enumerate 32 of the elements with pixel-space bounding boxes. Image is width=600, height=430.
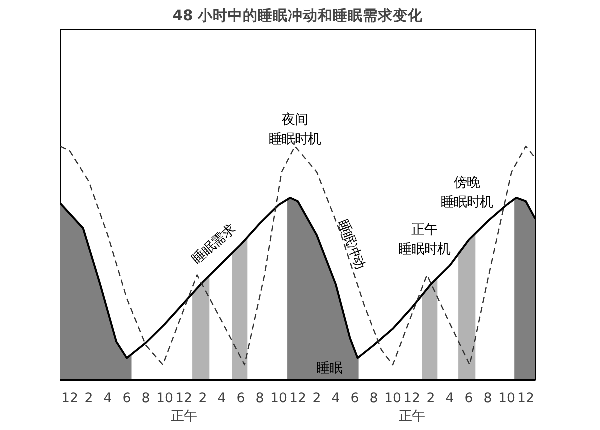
x-tick-label: 10	[270, 392, 288, 406]
x-tick-label: 8	[370, 392, 378, 406]
x-tick-label: 12	[62, 392, 78, 406]
chart-title: 48 小时中的睡眠冲动和睡眠需求变化	[172, 6, 424, 24]
x-tick-label: 6	[464, 392, 474, 406]
x-tick-label: 4	[332, 392, 340, 406]
x-tick-label: 6	[122, 392, 132, 406]
x-tick-label: 12	[518, 392, 534, 406]
x-tick-label: 6	[350, 392, 360, 406]
x-tick-label: 12 正午	[399, 392, 425, 424]
annotation: 傍晚睡眠时机	[441, 176, 494, 211]
annotation: 睡眠需求	[190, 222, 239, 268]
x-tick-label: 12	[290, 392, 306, 406]
x-tick-label: 10	[384, 392, 402, 406]
annotation: 正午睡眠时机	[398, 222, 450, 258]
x-tick-label: 8	[142, 392, 150, 406]
x-tick-label: 2	[312, 392, 322, 406]
x-tick-label: 8	[484, 392, 492, 406]
x-tick-label: 4	[218, 392, 226, 406]
x-tick-label: 10	[156, 392, 174, 406]
x-tick-label: 4	[104, 392, 112, 406]
x-tick-label: 8	[256, 392, 264, 406]
x-tick-label: 2	[84, 392, 94, 406]
annotation: 睡眠	[316, 361, 342, 376]
x-tick-label: 2	[198, 392, 208, 406]
x-tick-label: 4	[446, 392, 454, 406]
annotation: 夜间睡眠时机	[269, 112, 322, 148]
x-tick-label: 6	[236, 392, 246, 406]
x-tick-label: 10	[498, 392, 516, 406]
annotation: 睡眠冲动	[334, 218, 368, 272]
x-tick-label: 2	[426, 392, 436, 406]
x-tick-label: 12 正午	[171, 392, 197, 424]
